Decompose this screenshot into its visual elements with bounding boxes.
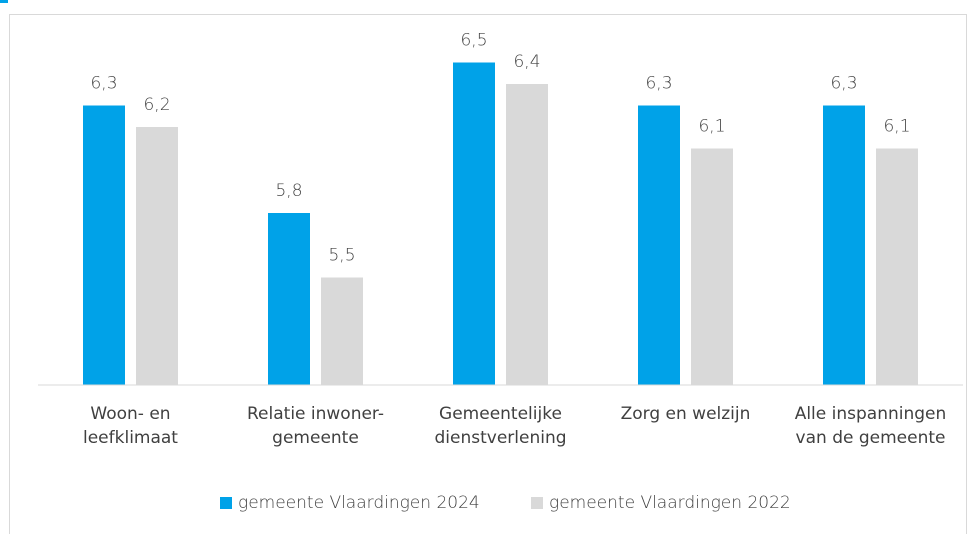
value-label: 5,5 (328, 246, 355, 266)
bar (506, 84, 548, 385)
value-label: 6,1 (698, 117, 725, 137)
x-tick-label: Relatie inwoner-gemeente (247, 404, 384, 448)
bar (453, 62, 495, 385)
legend-swatch (531, 497, 543, 509)
chart-frame (9, 14, 967, 534)
bar (876, 148, 918, 385)
legend-swatch (220, 497, 232, 509)
x-tick-label: Alle inspanningen van de gemeente (794, 404, 947, 448)
x-tick-label: Zorg en welzijn (620, 404, 751, 424)
legend-label: gemeente Vlaardingen 2022 (549, 493, 791, 513)
value-label: 6,3 (645, 74, 672, 94)
x-tick-label: Gemeentelijke dienstverlening (434, 404, 567, 448)
bar (691, 148, 733, 385)
bar (136, 127, 178, 385)
title-marker (0, 0, 8, 3)
x-tick-label: Woon- en leefklimaat (83, 404, 178, 448)
value-label: 6,5 (460, 31, 487, 51)
bar (823, 105, 865, 385)
bar (268, 213, 310, 385)
bar (321, 277, 363, 385)
value-label: 6,3 (90, 74, 117, 94)
value-label: 5,8 (275, 181, 302, 201)
value-label: 6,4 (513, 52, 540, 72)
bar (83, 105, 125, 385)
value-label: 6,1 (883, 117, 910, 137)
value-label: 6,3 (830, 74, 857, 94)
legend-label: gemeente Vlaardingen 2024 (238, 493, 480, 513)
value-label: 6,2 (143, 95, 170, 115)
bar (638, 105, 680, 385)
